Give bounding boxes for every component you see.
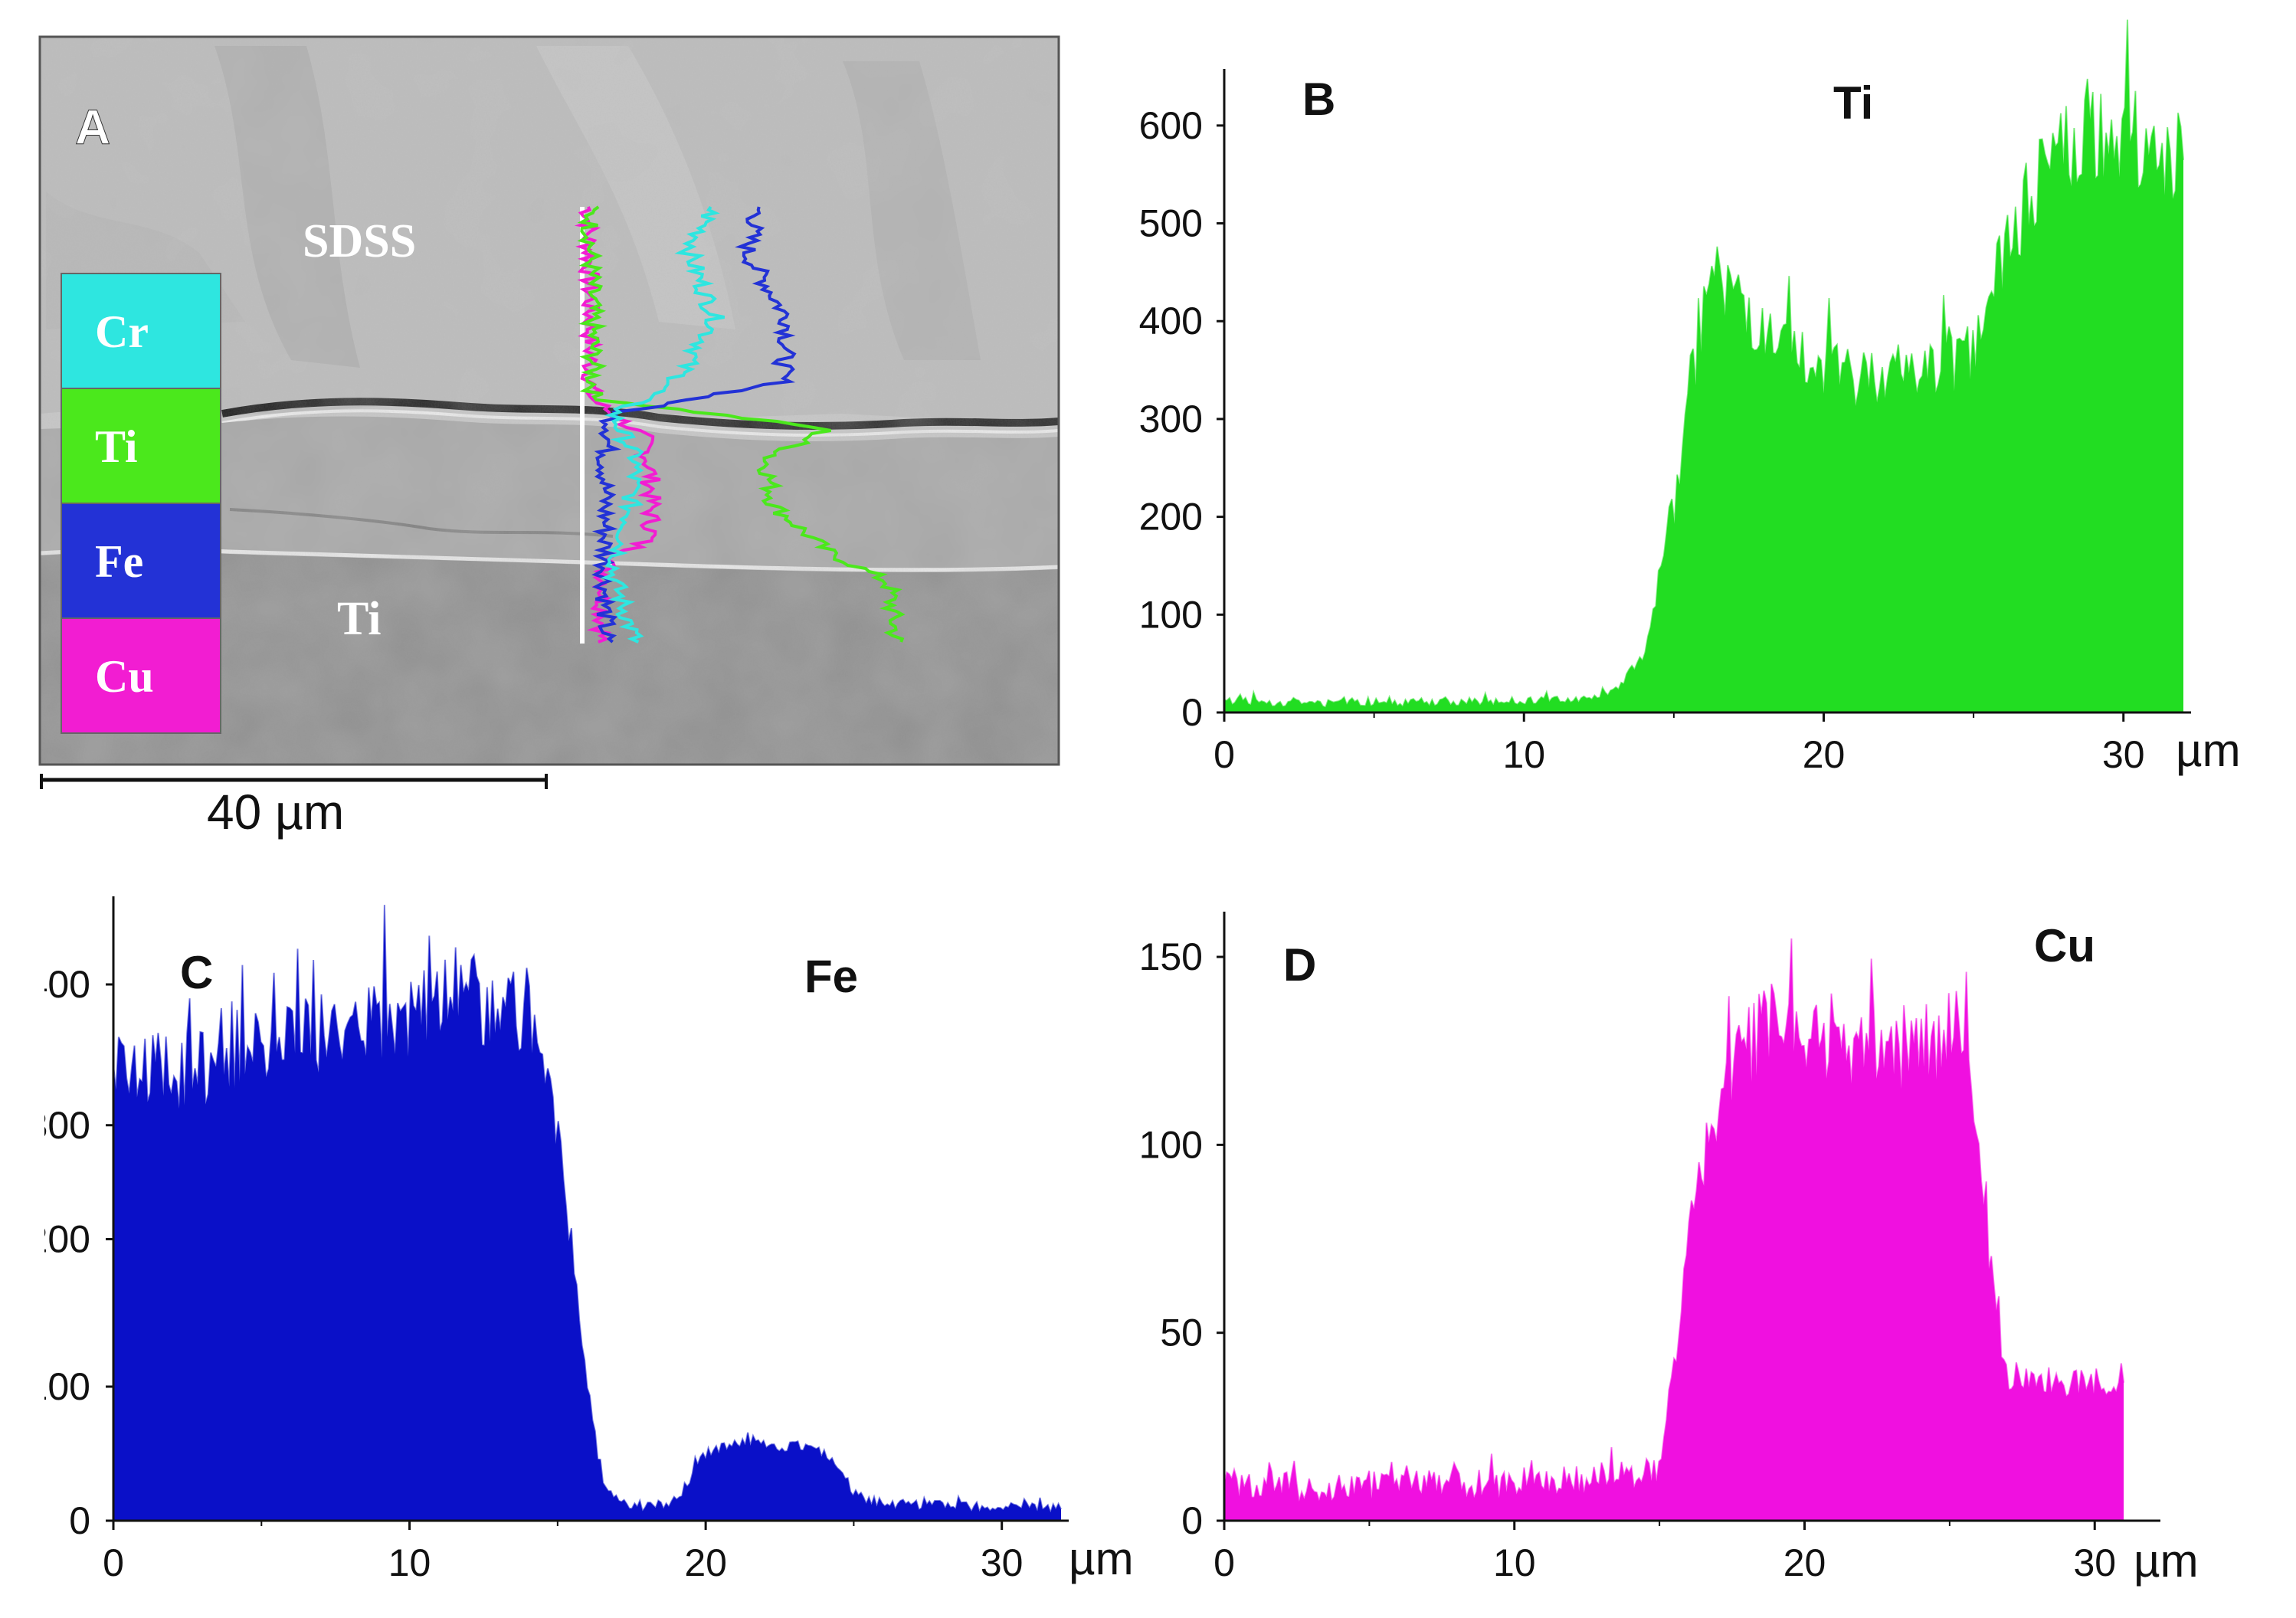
legend-swatch-fe: [61, 503, 221, 619]
linescan-ti: [577, 205, 906, 643]
legend-swatch-cr: [61, 273, 221, 389]
legend-label-fe: Fe: [95, 536, 143, 587]
y-tick-label: 200: [1139, 496, 1203, 539]
linescan-fe: [591, 206, 797, 644]
x-axis-unit: µm: [1069, 1533, 1134, 1584]
chart-title: Ti: [1833, 77, 1873, 129]
series-fe-area: [113, 905, 1061, 1521]
legend-label-ti: Ti: [95, 421, 138, 472]
series-fe-noise-edge: [113, 905, 1062, 1515]
y-tick-label: 400: [1139, 300, 1203, 342]
x-axis-unit: µm: [2176, 725, 2241, 776]
x-tick-label: 0: [1214, 1541, 1235, 1584]
chart-title: Cu: [2034, 920, 2095, 971]
panel-letter-a: A: [75, 100, 110, 155]
linescan-profiles: [574, 205, 906, 644]
x-tick-label: 30: [2073, 1541, 2116, 1584]
element-legend: Cr Ti Fe Cu: [61, 273, 221, 734]
legend-swatch-cu: [61, 617, 221, 734]
linescan-cu: [574, 206, 663, 644]
panel-letter-b: B: [1302, 74, 1335, 125]
label-ti: Ti: [337, 593, 381, 645]
y-tick-label: 600: [1139, 104, 1203, 147]
panel-a-micrograph: Cr Ti Fe Cu A SDSS Ti: [40, 37, 1059, 765]
y-tick-label: 100: [1139, 1123, 1203, 1166]
sem-frame: [38, 35, 1060, 766]
y-tick-label: 0: [69, 1499, 90, 1542]
label-sdss: SDSS: [303, 215, 416, 267]
x-axis-unit: µm: [2134, 1535, 2199, 1587]
linescan-cr: [601, 205, 725, 644]
y-tick-label: 300: [1139, 398, 1203, 441]
x-tick-label: 20: [1803, 733, 1846, 776]
y-tick-label: 500: [1139, 202, 1203, 245]
scale-bar-label: 40 µm: [207, 784, 344, 840]
panel-letter-d: D: [1283, 939, 1316, 991]
x-tick-label: 0: [1214, 733, 1235, 776]
legend-label-cu: Cu: [95, 651, 154, 702]
x-tick-label: 10: [388, 1541, 431, 1584]
series-cu-noise-edge: [1223, 938, 2125, 1504]
x-tick-label: 0: [103, 1541, 124, 1584]
y-tick-label: 50: [1160, 1312, 1203, 1354]
y-tick-label: 0: [1181, 1499, 1203, 1542]
chart-title: Fe: [804, 951, 858, 1002]
x-tick-label: 20: [684, 1541, 727, 1584]
x-tick-label: 10: [1493, 1541, 1536, 1584]
y-tick-label: 150: [1139, 935, 1203, 978]
chart-d-cu-profile: 0 10 20 30 0 50 100 150 D Cu µm: [1139, 912, 2199, 1587]
series-cu-area: [1224, 938, 2124, 1521]
series-ti-noise-edge: [1223, 19, 2184, 709]
series-ti-area: [1224, 19, 2183, 712]
y-tick-label: 100: [1139, 593, 1203, 636]
legend-swatch-ti: [61, 388, 221, 504]
crop-mask: [0, 881, 44, 1571]
panel-letter-c: C: [180, 947, 213, 998]
x-tick-label: 20: [1783, 1541, 1826, 1584]
legend-label-cr: Cr: [95, 306, 149, 357]
x-tick-label: 30: [2102, 733, 2145, 776]
x-tick-label: 10: [1502, 733, 1545, 776]
x-tick-label: 30: [981, 1541, 1024, 1584]
scale-bar: 40 µm: [40, 774, 548, 840]
y-tick-label: 0: [1181, 691, 1203, 734]
